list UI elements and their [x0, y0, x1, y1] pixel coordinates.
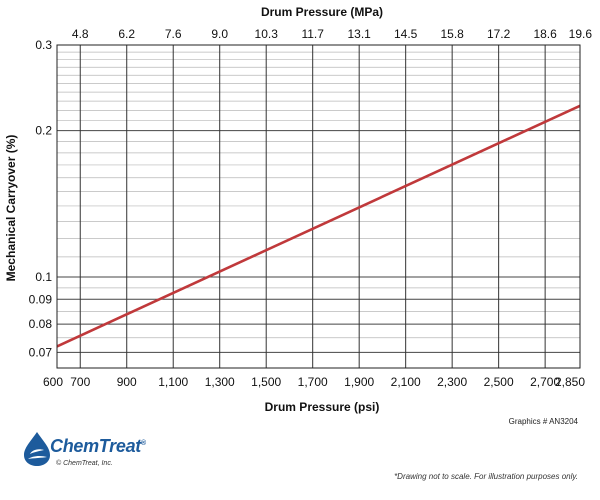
top-tick-label: 14.5	[394, 27, 418, 41]
x-tick-label: 1,900	[344, 375, 374, 389]
y-tick-label: 0.3	[35, 38, 52, 52]
minor-gridlines	[57, 51, 580, 369]
x-tick-label: 2,850	[555, 375, 585, 389]
x-tick-label: 2,300	[437, 375, 467, 389]
top-axis-title: Drum Pressure (MPa)	[261, 5, 383, 19]
logo-copyright: © ChemTreat, Inc.	[56, 460, 113, 467]
y-tick-label: 0.2	[35, 124, 52, 138]
logo-name: ChemTreat®	[50, 436, 146, 456]
major-gridlines	[56, 44, 581, 368]
y-tick-label: 0.1	[35, 270, 52, 284]
top-tick-label: 6.2	[118, 27, 135, 41]
top-tick-label: 15.8	[440, 27, 464, 41]
series-line	[56, 104, 581, 348]
top-tick-labels: 4.8 6.2 7.6 9.0 10.3 11.7 13.1 14.5 15.8 17.2 18.6…	[72, 27, 592, 41]
x-tick-label: 600	[43, 375, 63, 389]
y-axis-title: Mechanical Carryover (%)	[4, 135, 18, 282]
top-tick-label: 10.3	[255, 27, 279, 41]
y-tick-label: 0.08	[29, 317, 53, 331]
top-tick-label: 9.0	[211, 27, 228, 41]
x-tick-labels: 600 700 900 1,100 1,300 1,500 1,700 1,900 2,100 2…	[43, 375, 585, 389]
x-axis-title: Drum Pressure (psi)	[265, 400, 380, 414]
x-tick-label: 1,500	[251, 375, 281, 389]
top-tick-label: 17.2	[487, 27, 511, 41]
x-tick-label: 2,100	[391, 375, 421, 389]
top-tick-label: 11.7	[301, 27, 324, 41]
x-tick-label: 1,300	[205, 375, 235, 389]
disclaimer-note: *Drawing not to scale. For illustration …	[394, 472, 578, 481]
x-tick-label: 1,100	[158, 375, 188, 389]
x-tick-label: 700	[70, 375, 90, 389]
top-tick-label: 18.6	[533, 27, 557, 41]
top-tick-label: 7.6	[165, 27, 182, 41]
top-tick-label: 19.6	[569, 27, 593, 41]
graphics-id: Graphics # AN3204	[508, 417, 578, 426]
top-tick-label: 4.8	[72, 27, 89, 41]
y-tick-labels: 0.07 0.08 0.09 0.1 0.2 0.3	[29, 38, 53, 359]
top-tick-label: 13.1	[347, 27, 371, 41]
water-drop-icon	[24, 432, 50, 466]
y-tick-label: 0.07	[29, 345, 53, 359]
x-tick-label: 2,700	[530, 375, 560, 389]
x-tick-label: 900	[117, 375, 137, 389]
plot-frame	[56, 44, 581, 369]
series-layer	[56, 104, 581, 348]
chemtreat-logo: ChemTreat® © ChemTreat, Inc.	[14, 430, 174, 475]
x-tick-label: 1,700	[298, 375, 328, 389]
y-tick-label: 0.09	[29, 292, 53, 306]
x-tick-label: 2,500	[484, 375, 514, 389]
